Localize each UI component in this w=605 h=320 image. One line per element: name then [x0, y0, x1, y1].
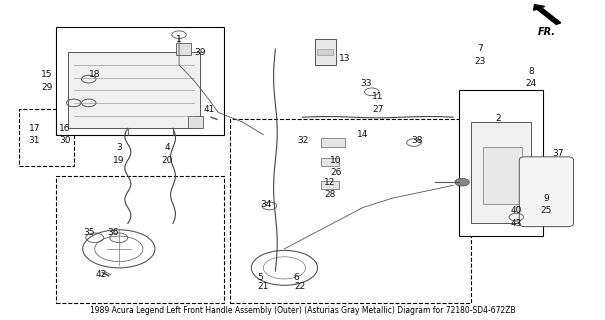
Text: 35: 35 [83, 228, 94, 237]
Bar [56, 27, 224, 135]
Bar [68, 52, 200, 128]
Text: 34: 34 [261, 200, 272, 209]
Text: 5: 5 [258, 273, 263, 282]
Text: 18: 18 [89, 70, 100, 79]
Text: 10: 10 [330, 156, 341, 164]
Text: 37: 37 [553, 149, 564, 158]
Text: 1: 1 [176, 35, 182, 44]
Text: 30: 30 [59, 136, 70, 146]
Text: 20: 20 [162, 156, 172, 164]
Bar [459, 90, 543, 236]
Text: 2: 2 [495, 114, 501, 123]
Bar [321, 138, 345, 147]
Text: 24: 24 [526, 79, 537, 88]
Bar [176, 43, 191, 55]
Circle shape [455, 178, 469, 186]
Text: 7: 7 [477, 44, 483, 53]
Text: 28: 28 [324, 190, 335, 199]
Text: 33: 33 [360, 79, 371, 88]
Text: 42: 42 [95, 270, 106, 279]
Text: 39: 39 [194, 48, 206, 57]
Text: 8: 8 [529, 67, 534, 76]
Bar [56, 176, 224, 303]
Text: FR.: FR. [537, 27, 555, 37]
Text: 29: 29 [41, 83, 52, 92]
Bar [483, 147, 522, 204]
Text: 21: 21 [258, 282, 269, 292]
Text: 16: 16 [59, 124, 70, 133]
FancyBboxPatch shape [519, 157, 574, 227]
Text: 19: 19 [113, 156, 125, 164]
Bar [471, 122, 531, 223]
Text: 13: 13 [339, 54, 350, 63]
Bar [19, 109, 74, 166]
Text: 4: 4 [164, 143, 170, 152]
Text: 36: 36 [107, 228, 119, 237]
Text: 6: 6 [293, 273, 299, 282]
Text: 11: 11 [372, 92, 384, 101]
Bar [321, 180, 339, 188]
Text: 14: 14 [357, 130, 368, 139]
Text: 3: 3 [116, 143, 122, 152]
Text: 38: 38 [411, 136, 423, 146]
Text: 32: 32 [297, 136, 308, 146]
Text: 9: 9 [543, 194, 549, 203]
Text: 41: 41 [203, 105, 215, 114]
FancyArrow shape [534, 5, 561, 24]
Text: 12: 12 [324, 178, 335, 187]
Text: 15: 15 [41, 70, 52, 79]
Text: 25: 25 [541, 206, 552, 215]
Bar [315, 39, 336, 65]
Text: 22: 22 [294, 282, 305, 292]
Text: 27: 27 [372, 105, 384, 114]
Bar [317, 49, 333, 55]
Text: 43: 43 [511, 219, 522, 228]
Text: 23: 23 [474, 57, 486, 66]
Text: 1989 Acura Legend Left Front Handle Assembly (Outer) (Asturias Gray Metallic) Di: 1989 Acura Legend Left Front Handle Asse… [90, 307, 515, 316]
Text: 40: 40 [511, 206, 522, 215]
Bar [188, 116, 203, 128]
Bar [321, 158, 339, 166]
Text: 31: 31 [29, 136, 41, 146]
Bar [231, 119, 471, 303]
Text: 17: 17 [29, 124, 41, 133]
Text: 26: 26 [330, 168, 341, 177]
